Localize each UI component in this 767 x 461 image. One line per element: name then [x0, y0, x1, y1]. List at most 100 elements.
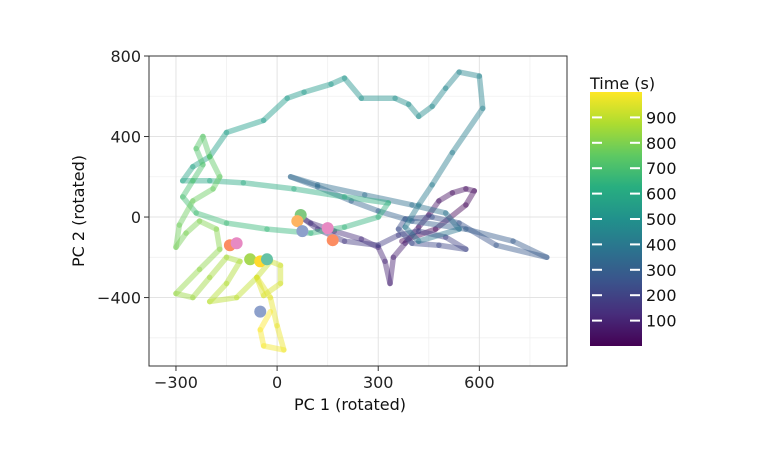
y-tick-label: −400	[97, 289, 141, 308]
trajectory-segment	[341, 75, 365, 102]
trajectory-segment	[206, 153, 223, 180]
trajectory-segment	[402, 224, 422, 246]
colorbar-title: Time (s)	[589, 74, 655, 93]
trajectory-segment	[442, 234, 469, 252]
trajectory-segment	[429, 85, 449, 110]
trajectory-segment	[173, 266, 203, 297]
trajectory-segment	[206, 294, 240, 305]
colorbar-tick-label: 200	[646, 286, 677, 305]
trajectory-segment	[390, 240, 408, 261]
trajectory-segment	[463, 186, 478, 194]
trajectory-segment	[429, 214, 462, 226]
trajectory-segment	[287, 174, 321, 190]
x-tick-label: 0	[272, 373, 282, 392]
event-marker	[321, 222, 334, 235]
trajectory-segment	[405, 101, 422, 120]
y-tick-label: 0	[131, 208, 141, 227]
trajectory-segment	[476, 73, 486, 112]
trajectory-segment	[190, 186, 216, 204]
trajectory-segment	[176, 198, 196, 228]
trajectory-segment	[456, 220, 499, 248]
trajectory-segment	[274, 322, 287, 353]
trajectory-segment	[200, 133, 213, 160]
event-marker	[230, 237, 243, 250]
trajectory-segment	[375, 208, 415, 224]
trajectory-segment	[409, 202, 449, 216]
trajectory-segment	[442, 210, 462, 232]
trajectory-segment	[190, 153, 213, 170]
trajectory-segment	[402, 224, 422, 244]
trajectory-segment	[348, 198, 381, 214]
trajectory-segment	[358, 236, 381, 250]
trajectory-segment	[260, 343, 287, 353]
trajectory-segment	[257, 327, 267, 349]
colorbar-tick-label: 100	[646, 312, 677, 331]
trajectory-segment	[260, 95, 290, 124]
trajectory-segment	[331, 228, 365, 242]
trajectory-segment	[193, 133, 206, 152]
trajectory-segment	[314, 182, 368, 198]
colorbar-tick-label: 900	[646, 108, 677, 127]
trajectory-segment	[179, 178, 196, 200]
trajectory-segment	[375, 244, 388, 265]
trajectory-segment	[233, 274, 260, 301]
x-axis-title: PC 1 (rotated)	[294, 395, 406, 414]
trajectory-segment	[456, 69, 483, 79]
trajectory-segment	[402, 214, 435, 222]
trajectory-segment	[415, 228, 449, 240]
trajectory-segment	[206, 178, 247, 186]
y-tick-label: 400	[110, 128, 141, 147]
trajectory-segment	[429, 149, 456, 188]
trajectory-segment	[375, 232, 402, 248]
trajectory-segment	[193, 210, 230, 226]
event-marker	[296, 225, 309, 238]
colorbar-tick-label: 400	[646, 235, 677, 254]
trajectory-segment	[436, 190, 456, 204]
trajectory-segment	[223, 258, 243, 287]
trajectory-segment	[399, 226, 439, 244]
trajectory-segment	[387, 254, 397, 287]
trajectory-segment	[206, 129, 230, 160]
trajectory-segment	[210, 174, 223, 192]
trajectory-segment	[314, 184, 355, 204]
trajectory-segment	[449, 186, 469, 196]
trajectory-segment	[193, 145, 206, 168]
trajectory-segment	[341, 194, 392, 206]
event-marker	[260, 253, 273, 266]
trajectory-segment	[179, 163, 196, 184]
trajectory-segment	[196, 246, 223, 273]
colorbar-ticks: 100 200 300 400 500 600 700 800 900	[592, 108, 677, 331]
trajectory-segment	[415, 103, 435, 120]
trajectory-segment	[254, 274, 267, 299]
marker-layer	[223, 209, 339, 318]
trajectory-segment	[287, 174, 321, 188]
trajectory-segment	[240, 180, 297, 192]
trajectory-segment	[493, 242, 550, 261]
x-tick-label: 600	[464, 373, 495, 392]
x-tick-label: −300	[154, 373, 198, 392]
x-tick-label: 300	[363, 373, 394, 392]
trajectory-segment	[449, 105, 486, 156]
colorbar: Time (s) 100 200 300 400 500 600 700 800 900	[589, 74, 677, 346]
trajectory-segment	[223, 117, 267, 136]
trajectory-segment	[254, 274, 274, 301]
trajectory-segment	[426, 198, 442, 218]
trajectory-segment	[301, 216, 321, 232]
trajectory-segment	[395, 216, 408, 232]
trajectory-segment	[301, 81, 334, 95]
axes: −300 0 300 600 −400 0 400 800	[97, 47, 495, 392]
trajectory-segment	[402, 202, 422, 230]
plot-background	[149, 56, 567, 366]
trajectory-segment	[223, 254, 243, 265]
trajectory-segment	[223, 220, 270, 232]
trajectory-segment	[173, 230, 189, 250]
trajectory-segment	[415, 182, 435, 208]
plot-frame	[148, 55, 568, 367]
trajectory-segment	[173, 222, 183, 250]
colorbar-tick-label: 300	[646, 261, 677, 280]
trajectory-segment	[257, 308, 274, 333]
event-marker	[244, 253, 257, 266]
trajectory-segment	[183, 218, 203, 236]
trajectory-segment	[206, 254, 230, 281]
